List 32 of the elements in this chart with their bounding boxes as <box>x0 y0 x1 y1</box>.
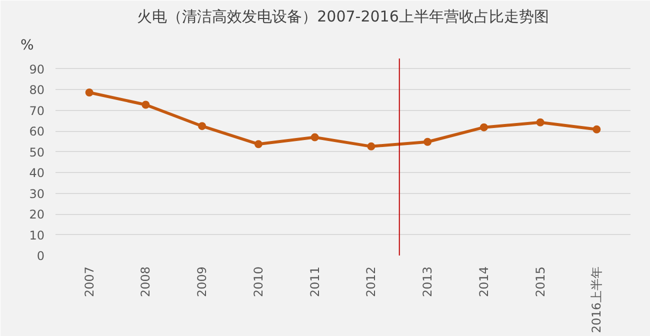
point <box>142 100 150 109</box>
y-axis-title: % <box>20 38 34 54</box>
y-tick-label: 0 <box>36 249 45 263</box>
x-tick-label: 2016上半年 <box>590 266 604 334</box>
y-tick-label: 90 <box>29 62 45 76</box>
point <box>310 133 319 142</box>
y-tick-label: 50 <box>29 145 45 160</box>
y-tick-label: 30 <box>29 186 45 201</box>
x-tick-label: 2008 <box>138 266 153 298</box>
x-tick-label: 2010 <box>251 266 266 298</box>
x-tick-label: 2009 <box>195 266 210 298</box>
y-tick-label: 20 <box>29 208 45 222</box>
point <box>480 123 488 132</box>
chart-title: 火电（清洁高效发电设备）2007-2016上半年营收占比走势图 <box>137 8 549 26</box>
y-tick-label: 60 <box>29 124 45 139</box>
y-tick-label: 10 <box>29 228 45 242</box>
x-tick-label: 2011 <box>308 266 322 298</box>
point <box>254 140 262 148</box>
point <box>198 122 206 130</box>
point <box>536 118 544 126</box>
y-tick-label: 40 <box>29 166 45 180</box>
x-tick-label: 2014 <box>476 266 491 298</box>
x-tick-label: 2015 <box>533 266 548 298</box>
point <box>85 88 94 96</box>
y-tick-label: 80 <box>29 83 45 98</box>
x-tick-label: 2012 <box>364 266 378 298</box>
x-tick-label: 2013 <box>420 266 435 298</box>
x-tick-label: 2007 <box>82 266 96 298</box>
point <box>592 125 601 134</box>
y-tick-label: 70 <box>29 104 45 118</box>
point <box>367 142 376 150</box>
point <box>424 138 432 146</box>
